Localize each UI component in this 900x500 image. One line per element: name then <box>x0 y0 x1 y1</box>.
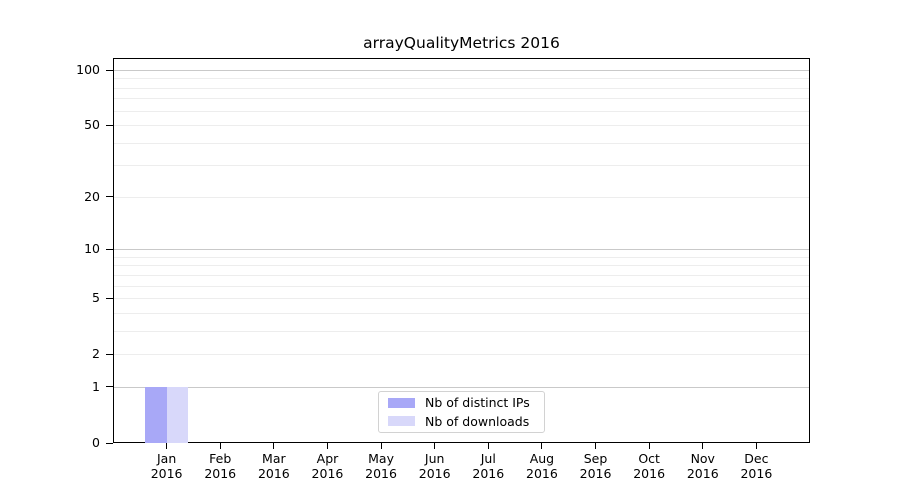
year-label: 2016 <box>526 466 558 481</box>
x-axis-tick <box>487 443 489 449</box>
month-label: Mar <box>262 451 286 466</box>
month-label: Aug <box>529 451 555 466</box>
x-axis-tick <box>755 443 757 449</box>
x-tick-label: Aug 2016 <box>512 451 572 481</box>
x-axis-tick <box>219 443 221 449</box>
month-label: Jun <box>424 451 445 466</box>
month-label: Jul <box>480 451 496 466</box>
x-axis-tick <box>326 443 328 449</box>
x-tick-label: May 2016 <box>351 451 411 481</box>
legend: Nb of distinct IPs Nb of downloads <box>378 391 545 433</box>
y-axis-tick <box>106 442 113 444</box>
y-axis-tick <box>106 196 113 198</box>
chart-title: arrayQualityMetrics 2016 <box>363 34 560 52</box>
bar-distinct-ips <box>145 386 167 443</box>
y-tick-label: 2 <box>92 346 100 362</box>
month-label: Dec <box>744 451 769 466</box>
x-axis-tick <box>648 443 650 449</box>
legend-swatch-distinct-ips-icon <box>388 397 415 408</box>
minor-gridline <box>114 87 809 89</box>
month-label: May <box>368 451 394 466</box>
y-axis-tick <box>106 353 113 355</box>
x-axis-tick <box>541 443 543 449</box>
x-tick-label: Apr 2016 <box>297 451 357 481</box>
x-axis-tick <box>380 443 382 449</box>
legend-item-distinct-ips: Nb of distinct IPs <box>388 395 535 410</box>
x-tick-label: Nov 2016 <box>673 451 733 481</box>
x-tick-label: Dec 2016 <box>726 451 786 481</box>
minor-gridline <box>114 285 809 287</box>
month-label: Apr <box>316 451 339 466</box>
year-label: 2016 <box>311 466 344 481</box>
y-axis-tick <box>106 386 113 388</box>
year-label: 2016 <box>740 466 773 481</box>
year-label: 2016 <box>472 466 505 481</box>
year-label: 2016 <box>204 466 237 481</box>
minor-gridline <box>114 256 809 258</box>
legend-label-downloads: Nb of downloads <box>425 413 530 429</box>
month-label: Sep <box>583 451 608 466</box>
x-tick-label: Jun 2016 <box>405 451 465 481</box>
minor-gridline <box>114 110 809 112</box>
x-axis-tick <box>702 443 704 449</box>
year-label: 2016 <box>686 466 719 481</box>
x-axis-tick <box>166 443 168 449</box>
minor-gridline <box>114 298 809 300</box>
year-label: 2016 <box>257 466 290 481</box>
minor-gridline <box>114 354 809 356</box>
month-label: Jan <box>156 451 177 466</box>
year-label: 2016 <box>150 466 183 481</box>
y-tick-label: 20 <box>84 188 100 204</box>
x-axis-tick <box>273 443 275 449</box>
year-label: 2016 <box>579 466 612 481</box>
plot-area <box>113 58 810 443</box>
y-tick-label: 10 <box>84 241 100 257</box>
major-gridline <box>114 249 809 251</box>
minor-gridline <box>114 142 809 144</box>
minor-gridline <box>114 312 809 314</box>
bar-downloads <box>166 386 189 443</box>
legend-swatch-downloads-icon <box>388 416 415 427</box>
year-label: 2016 <box>418 466 451 481</box>
major-gridline <box>114 70 809 71</box>
legend-label-distinct-ips: Nb of distinct IPs <box>425 395 530 411</box>
y-tick-label: 0 <box>92 435 100 450</box>
y-tick-label: 100 <box>76 62 100 77</box>
x-tick-label: Jan 2016 <box>137 451 197 481</box>
y-tick-label: 1 <box>92 378 100 394</box>
year-label: 2016 <box>633 466 666 481</box>
x-tick-label: Jul 2016 <box>458 451 518 481</box>
x-axis-tick <box>434 443 436 449</box>
y-axis-tick <box>106 124 113 126</box>
month-label: Oct <box>638 451 660 466</box>
minor-gridline <box>114 165 809 167</box>
legend-item-downloads: Nb of downloads <box>388 414 535 429</box>
minor-gridline <box>114 98 809 100</box>
y-axis-tick <box>106 297 113 299</box>
month-label: Feb <box>209 451 232 466</box>
y-axis-tick <box>106 69 113 71</box>
minor-gridline <box>114 265 809 267</box>
x-tick-label: Sep 2016 <box>566 451 626 481</box>
minor-gridline <box>114 125 809 127</box>
minor-gridline <box>114 78 809 80</box>
major-gridline <box>114 386 809 388</box>
y-axis-tick <box>106 248 113 250</box>
minor-gridline <box>114 196 809 198</box>
x-axis-tick <box>595 443 597 449</box>
x-tick-label: Feb 2016 <box>190 451 250 481</box>
x-tick-label: Oct 2016 <box>619 451 679 481</box>
x-tick-label: Mar 2016 <box>244 451 304 481</box>
minor-gridline <box>114 274 809 276</box>
y-tick-label: 5 <box>92 290 100 306</box>
year-label: 2016 <box>365 466 397 481</box>
month-label: Nov <box>690 451 715 466</box>
minor-gridline <box>114 330 809 332</box>
y-tick-label: 50 <box>84 117 100 133</box>
